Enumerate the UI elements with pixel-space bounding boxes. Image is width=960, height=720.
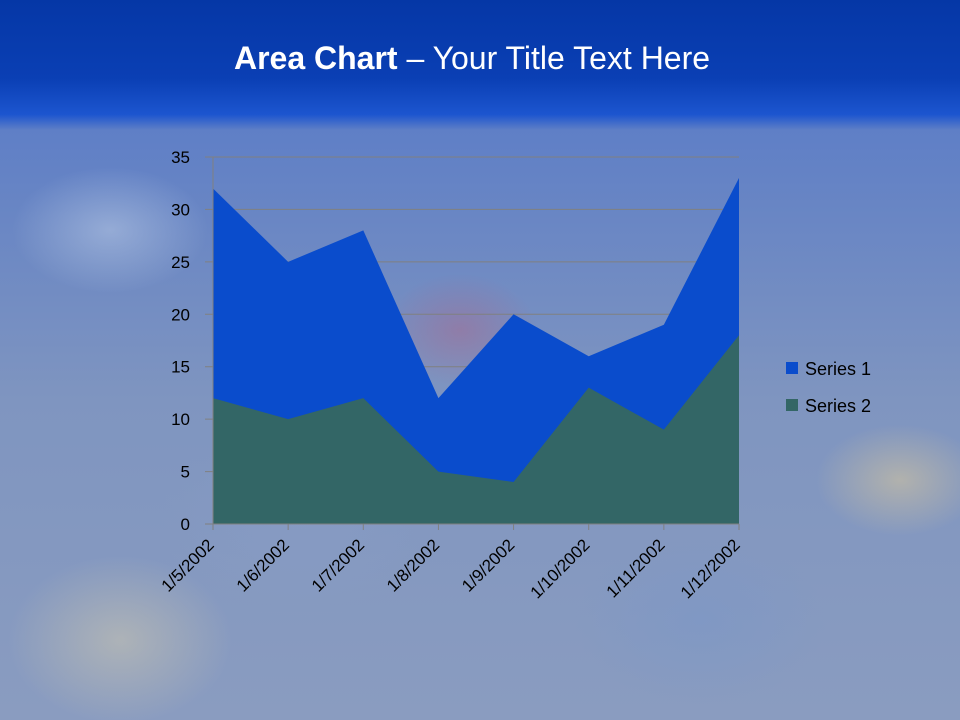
slide-title-rest: – Your Title Text Here (397, 40, 711, 76)
x-tick-label: 1/11/2002 (603, 535, 669, 601)
y-tick-label: 35 (171, 148, 190, 167)
title-banner (0, 0, 960, 130)
x-tick-label: 1/10/2002 (527, 535, 594, 602)
legend-swatch-series-2 (786, 399, 798, 411)
slide-title: Area Chart – Your Title Text Here (0, 40, 944, 77)
y-tick-label: 10 (171, 410, 190, 429)
x-tick-label: 1/6/2002 (233, 535, 293, 595)
legend-label-series-1: Series 1 (805, 359, 871, 379)
area-series-2 (213, 335, 739, 524)
y-tick-label: 0 (181, 515, 190, 534)
y-tick-label: 5 (181, 463, 190, 482)
y-tick-label: 25 (171, 253, 190, 272)
x-tick-label: 1/12/2002 (677, 535, 744, 602)
x-tick-label: 1/9/2002 (458, 535, 518, 595)
legend-label-series-2: Series 2 (805, 396, 871, 416)
x-tick-label: 1/5/2002 (158, 535, 218, 595)
x-tick-label: 1/7/2002 (308, 535, 368, 595)
y-tick-label: 15 (171, 358, 190, 377)
legend-swatch-series-1 (786, 362, 798, 374)
y-tick-label: 30 (171, 200, 190, 219)
x-tick-label: 1/8/2002 (383, 535, 443, 595)
y-tick-label: 20 (171, 305, 190, 324)
slide-title-bold: Area Chart (233, 40, 398, 76)
